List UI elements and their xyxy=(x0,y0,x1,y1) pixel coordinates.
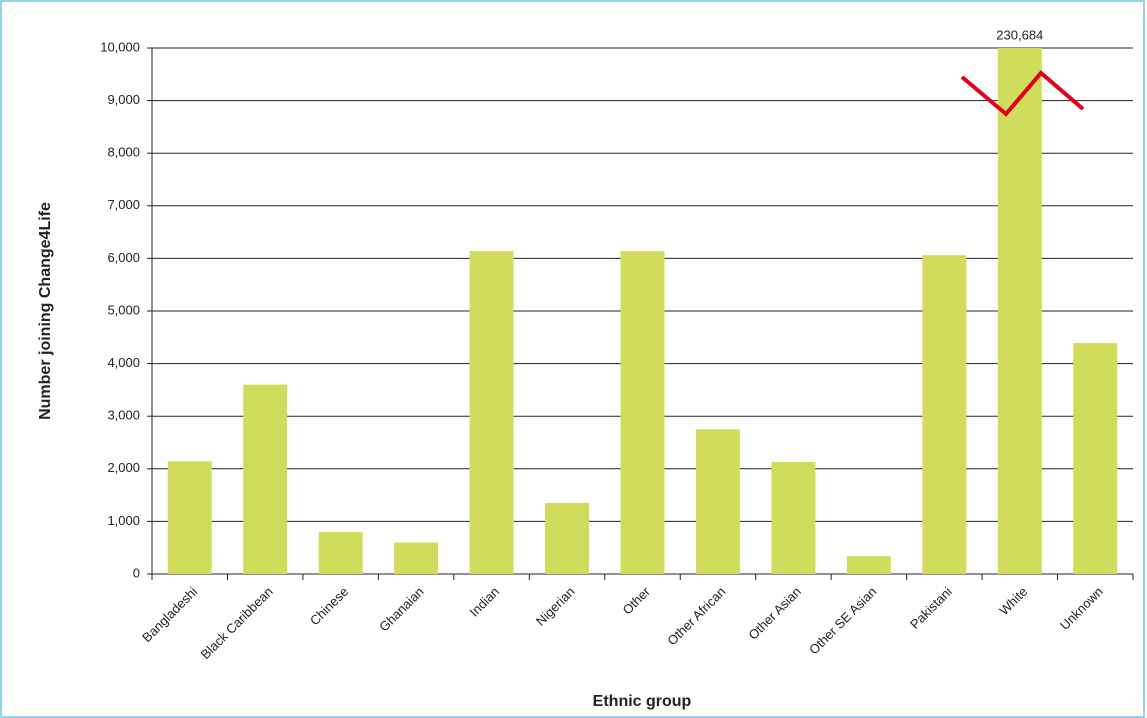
bar xyxy=(771,461,816,574)
x-tick-label: Other African xyxy=(664,584,728,648)
y-tick-label: 1,000 xyxy=(107,513,140,528)
y-tick-label: 5,000 xyxy=(107,302,140,317)
y-tick-label: 4,000 xyxy=(107,355,140,370)
x-tick-label: Other SE Asian xyxy=(806,584,879,657)
x-tick-label: Nigerian xyxy=(533,584,578,629)
x-axis-title: Ethnic group xyxy=(593,693,692,710)
bar xyxy=(1073,343,1118,574)
bar xyxy=(318,531,363,574)
bar xyxy=(620,251,665,574)
x-tick-label: Unknown xyxy=(1057,584,1106,633)
bar xyxy=(695,429,740,574)
bar xyxy=(846,556,891,574)
y-tick-label: 10,000 xyxy=(100,39,140,54)
x-tick-label: White xyxy=(996,584,1030,618)
y-tick-label: 9,000 xyxy=(107,92,140,107)
y-tick-label: 2,000 xyxy=(107,460,140,475)
bar xyxy=(394,542,439,574)
x-tick-label: Chinese xyxy=(307,584,351,628)
y-tick-label: 0 xyxy=(133,565,140,580)
bar xyxy=(469,251,514,574)
x-tick-label: Other xyxy=(619,583,653,617)
bar xyxy=(997,48,1042,574)
bar xyxy=(545,502,590,574)
bar xyxy=(167,461,212,574)
y-tick-label: 3,000 xyxy=(107,408,140,423)
y-axis-title: Number joining Change4Life xyxy=(37,202,54,420)
x-tick-label: Black Caribbean xyxy=(198,584,276,662)
x-tick-label: Other Asian xyxy=(745,584,804,643)
value-label: 230,684 xyxy=(996,27,1043,42)
bar xyxy=(243,384,288,574)
x-tick-label: Indian xyxy=(466,584,502,620)
axis-break xyxy=(960,70,1085,117)
y-tick-label: 7,000 xyxy=(107,197,140,212)
bar xyxy=(922,255,967,574)
x-tick-label: Bangladeshi xyxy=(139,584,200,645)
y-tick-label: 8,000 xyxy=(107,145,140,160)
bars xyxy=(167,48,1118,574)
x-tick-label: Ghanaian xyxy=(376,584,426,634)
y-tick-label: 6,000 xyxy=(107,250,140,265)
x-tick-label: Pakistani xyxy=(907,584,955,632)
